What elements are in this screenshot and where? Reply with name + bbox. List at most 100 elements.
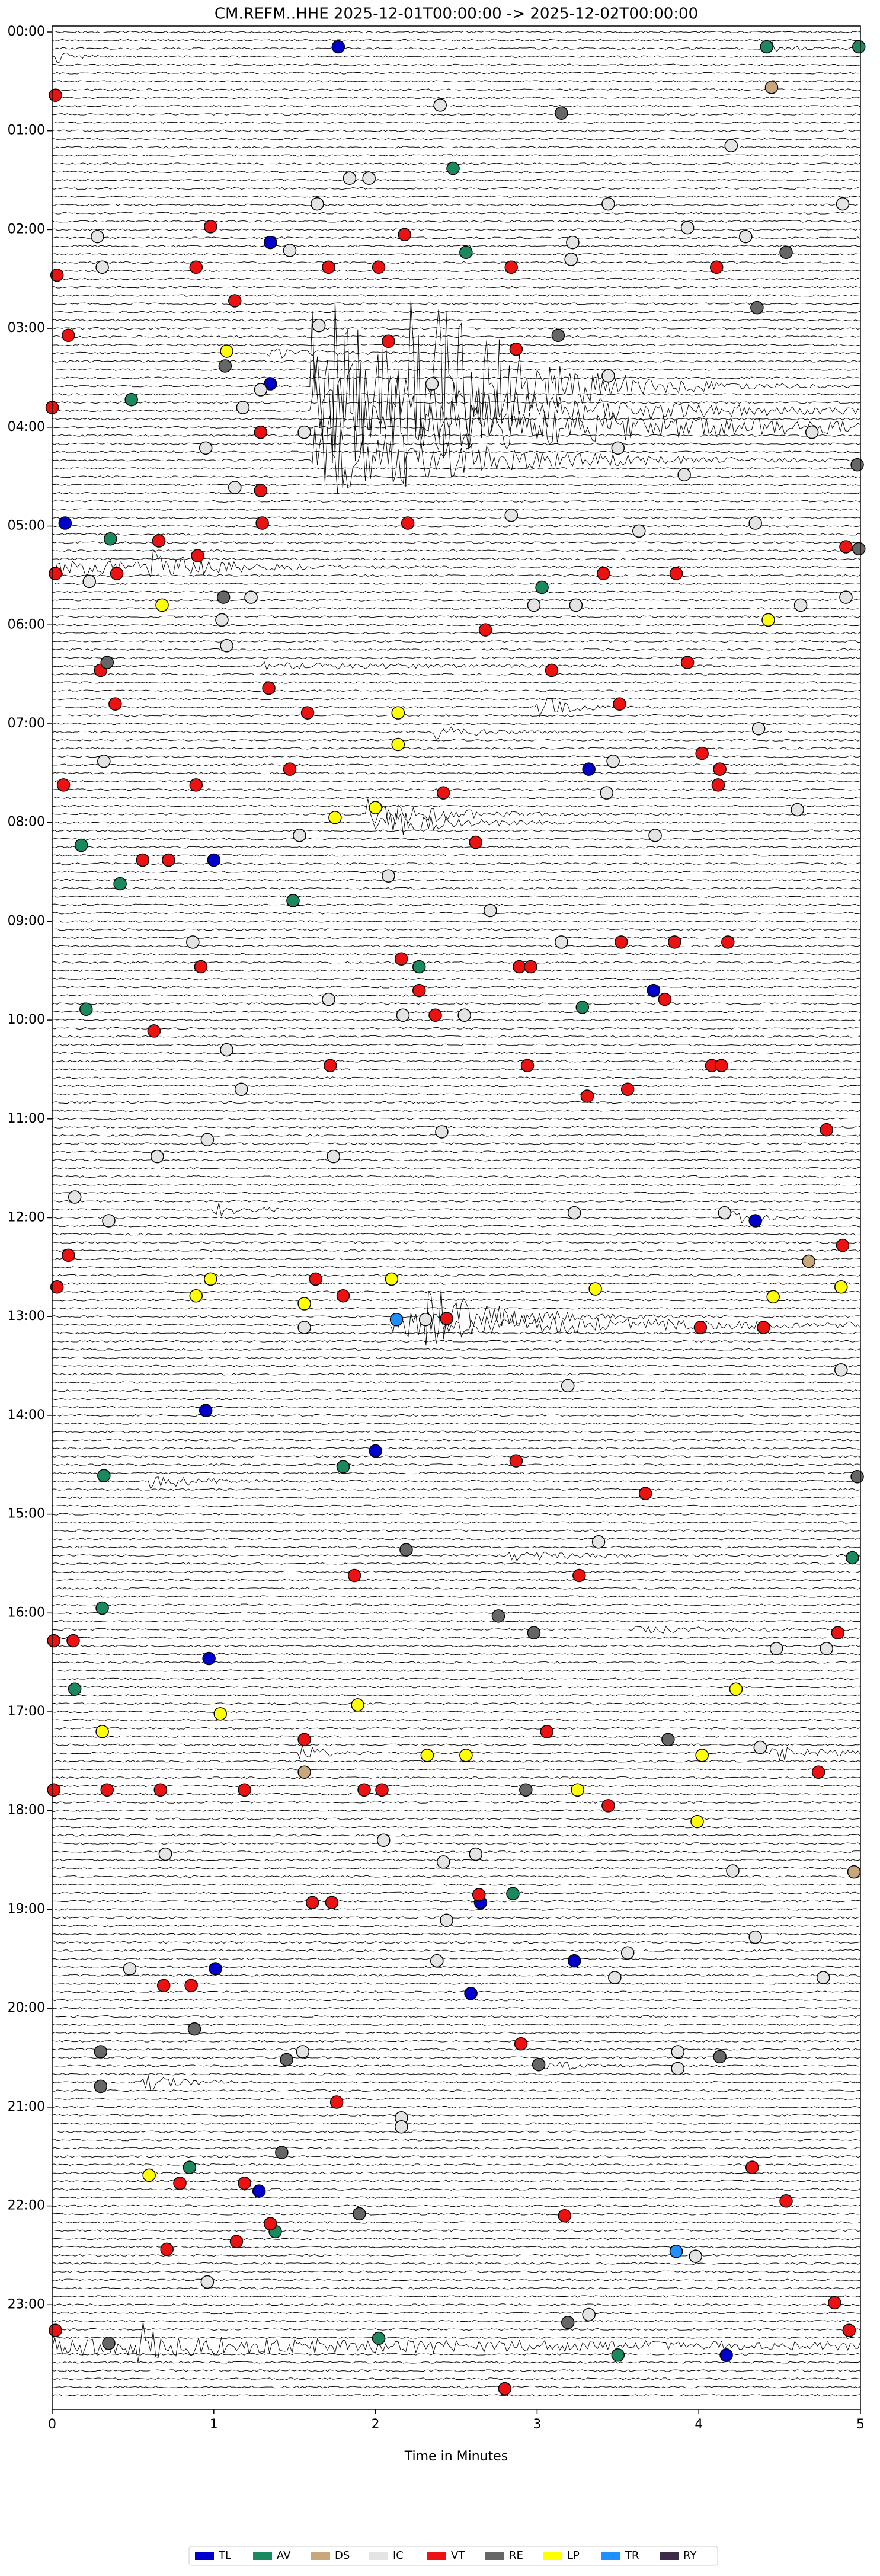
trace [52, 648, 861, 651]
event-marker [709, 260, 724, 274]
event-marker [153, 1783, 168, 1797]
trace [52, 2213, 861, 2216]
event-marker [839, 590, 853, 604]
event-marker [524, 960, 537, 974]
event-marker [412, 960, 426, 974]
trace [52, 1718, 861, 1722]
event-marker [152, 534, 166, 548]
event-marker [189, 1289, 203, 1303]
trace [52, 755, 861, 758]
event-marker [375, 1783, 389, 1797]
trace [52, 96, 861, 100]
event-marker [275, 2146, 289, 2159]
event-marker [216, 590, 231, 604]
event-marker [828, 2296, 841, 2310]
legend-label: RY [683, 2549, 697, 2562]
event-marker [695, 1749, 709, 1762]
trace [52, 599, 861, 602]
event-marker [764, 81, 779, 94]
trace [52, 1011, 861, 1014]
event-marker [204, 1272, 217, 1286]
trace [52, 1373, 861, 1376]
trace [52, 2262, 861, 2265]
event-marker [457, 1008, 471, 1022]
event-marker [95, 1601, 109, 1615]
trace [52, 1653, 861, 1655]
event-marker [329, 2095, 344, 2109]
event-marker [194, 960, 208, 974]
trace [52, 961, 861, 964]
event-marker [399, 1543, 413, 1557]
trace [52, 203, 861, 206]
trace [52, 1389, 861, 1392]
trace [52, 212, 861, 215]
event-marker [718, 1206, 732, 1220]
event-marker [842, 2323, 856, 2337]
trace [52, 393, 861, 396]
trace [52, 1488, 861, 1491]
trace [52, 1463, 861, 1466]
event-marker [91, 229, 104, 244]
traces [52, 30, 861, 2397]
event-marker [213, 1707, 227, 1721]
trace [52, 1167, 860, 1170]
trace [52, 516, 861, 519]
trace [52, 1875, 861, 1878]
y-tick-label: 13:00 [8, 1309, 45, 1324]
trace [52, 1965, 861, 1968]
event-marker [147, 1024, 161, 1038]
event-marker [504, 508, 519, 522]
event-marker [155, 598, 169, 612]
trace [52, 1644, 861, 1647]
trace [52, 804, 861, 808]
event-marker [436, 786, 450, 800]
event-marker [401, 516, 415, 530]
event-marker [391, 706, 405, 720]
trace [52, 1414, 861, 1417]
trace [52, 2073, 861, 2076]
event-marker [347, 1568, 361, 1583]
event-marker [323, 1059, 337, 1073]
trace [52, 1587, 861, 1590]
event-marker [802, 1254, 815, 1268]
trace [52, 854, 860, 857]
trace [52, 994, 861, 997]
trace [52, 1908, 861, 1911]
event-marker [200, 2275, 215, 2289]
x-tick-label: 1 [210, 2417, 218, 2432]
trace [52, 1858, 861, 1862]
trace [52, 541, 861, 544]
event-marker [305, 1896, 319, 1910]
event-marker [297, 1765, 311, 1779]
y-tick-label: 14:00 [8, 1408, 45, 1423]
trace [52, 442, 861, 445]
x-tick-label: 3 [533, 2417, 541, 2432]
event-marker [713, 762, 727, 776]
event-marker [187, 2022, 201, 2036]
trace [52, 1768, 861, 1771]
trace [52, 2130, 861, 2133]
event-marker [514, 2037, 528, 2051]
trace [52, 1850, 861, 1853]
trace [52, 1974, 861, 1977]
event-marker [252, 2184, 266, 2198]
event-marker [207, 853, 221, 867]
event-marker [440, 1312, 453, 1325]
event-marker [760, 40, 774, 54]
trace [52, 63, 861, 66]
event-marker [606, 755, 620, 768]
trace [52, 1900, 861, 1903]
trace [52, 300, 861, 487]
trace [52, 1735, 861, 1738]
trace [52, 673, 861, 676]
legend-label: TL [218, 2549, 231, 2562]
event-marker [385, 1272, 399, 1286]
legend-swatch [311, 2552, 330, 2560]
trace [52, 808, 861, 835]
axes: 00:00 01:00 02:00 03:00 04:00 05:00 06:00 07:00… [8, 24, 865, 2432]
event-marker [382, 869, 395, 883]
trace [52, 895, 861, 898]
event-marker [831, 1626, 845, 1639]
legend-swatch [195, 2552, 214, 2560]
trace [52, 129, 861, 132]
